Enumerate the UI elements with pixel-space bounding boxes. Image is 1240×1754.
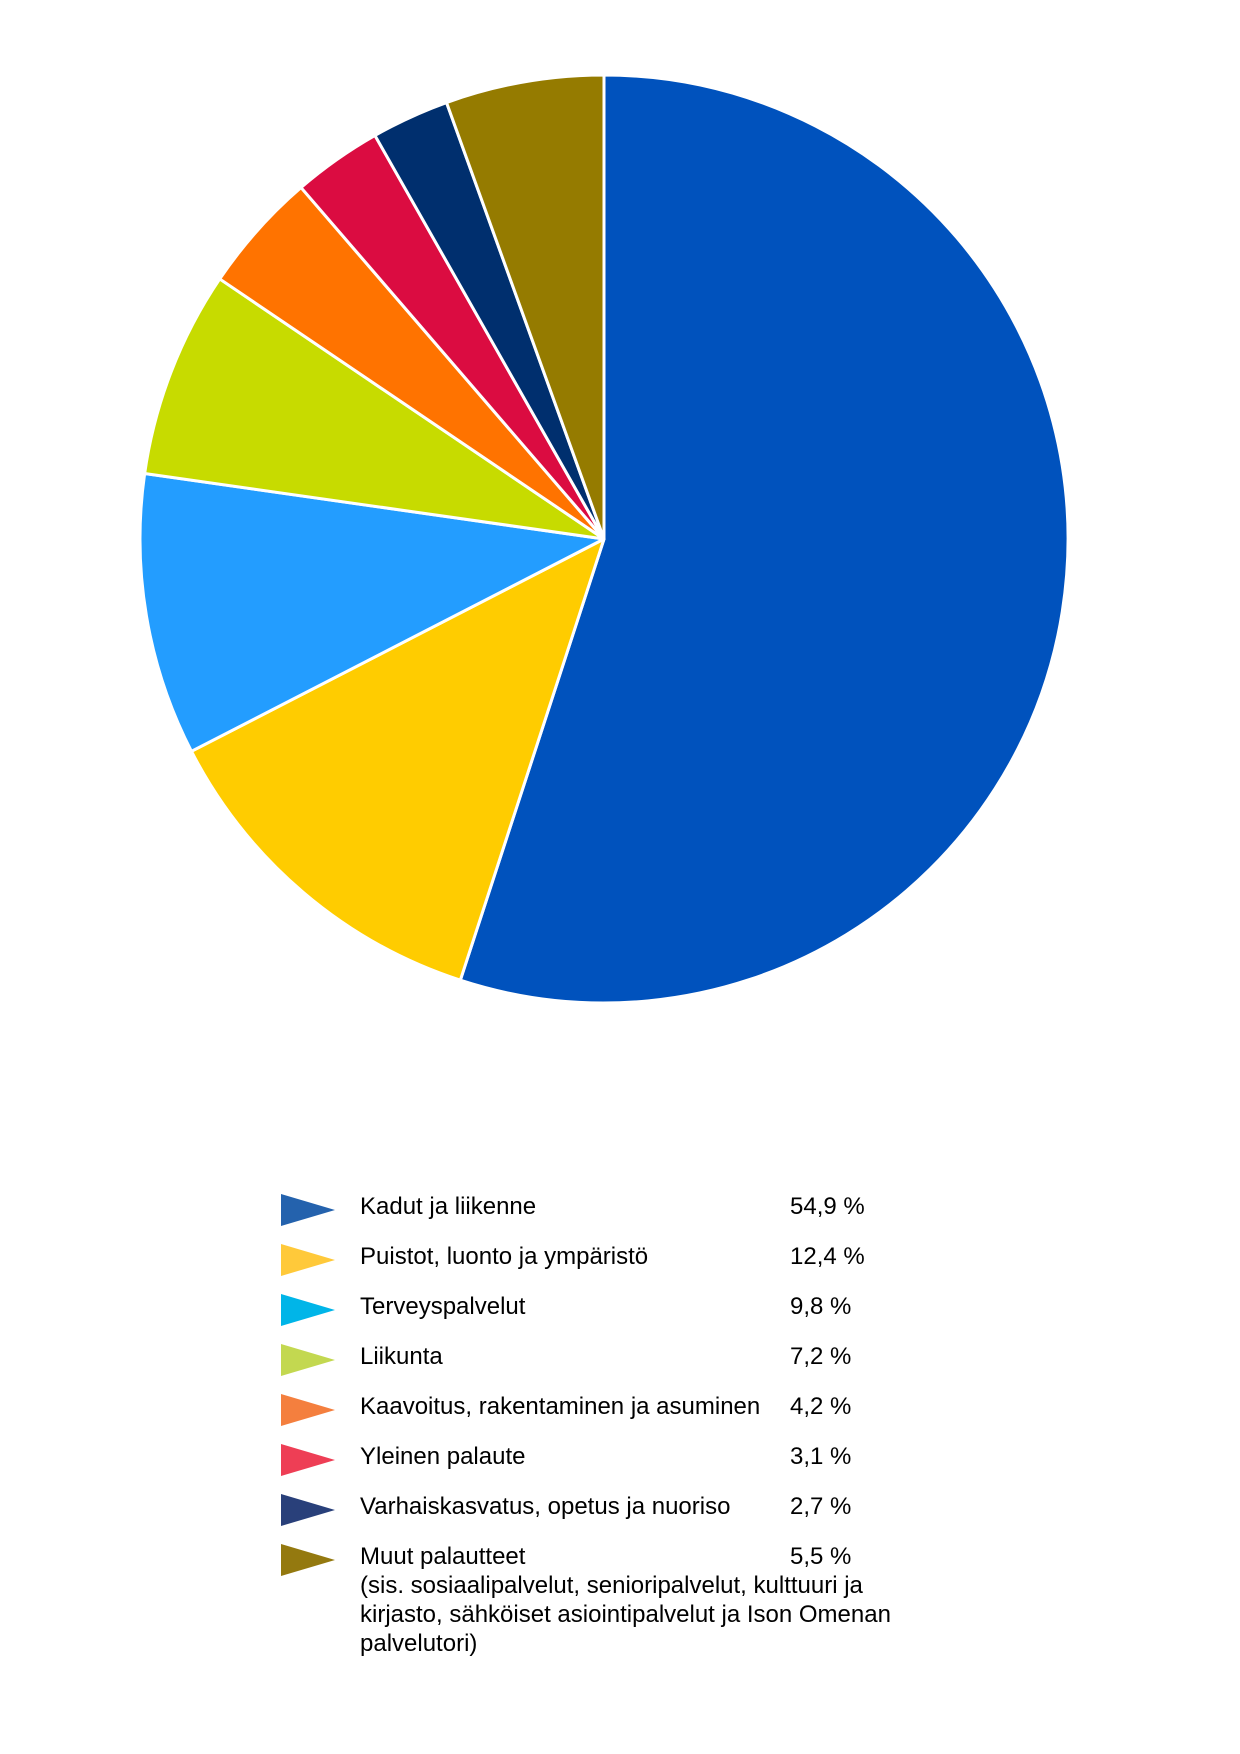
legend-marker <box>281 1544 335 1576</box>
legend-marker <box>281 1494 335 1526</box>
legend: Kadut ja liikenne 54,9 % Puistot, luonto… <box>280 1190 980 1657</box>
pie-slice-2 <box>189 537 606 982</box>
legend-label: Yleinen palaute <box>360 1443 526 1470</box>
legend-label: Kaavoitus, rakentaminen ja asuminen <box>360 1393 761 1420</box>
legend-value: 7,2 % <box>790 1343 852 1370</box>
legend-item-parks: Puistot, luonto ja ympäristö 12,4 % <box>280 1240 980 1290</box>
legend-item-education: Varhaiskasvatus, opetus ja nuoriso 2,7 % <box>280 1490 980 1540</box>
pie-slice-1 <box>458 73 1070 1005</box>
legend-label: Terveyspalvelut <box>360 1293 526 1320</box>
pie-chart <box>138 73 1070 1005</box>
legend-value: 4,2 % <box>790 1393 852 1420</box>
legend-marker <box>281 1294 335 1326</box>
legend-label: Liikunta <box>360 1343 443 1370</box>
legend-marker <box>281 1194 335 1226</box>
legend-marker <box>281 1394 335 1426</box>
pie-slice-3 <box>138 471 606 753</box>
legend-label: Puistot, luonto ja ympäristö <box>360 1243 649 1270</box>
pie-slice-8 <box>445 73 606 541</box>
pie-slice-4 <box>143 277 606 541</box>
legend-item-sports: Liikunta 7,2 % <box>280 1340 980 1390</box>
legend-value: 5,5 % <box>790 1543 852 1570</box>
legend-note: (sis. sosiaalipalvelut, senioripalvelut,… <box>360 1572 891 1657</box>
legend-value: 12,4 % <box>790 1243 865 1270</box>
legend-marker <box>281 1244 335 1276</box>
legend-marker <box>281 1344 335 1376</box>
legend-item-other: Muut palautteet 5,5 % (sis. sosiaalipalv… <box>280 1540 980 1657</box>
legend-value: 2,7 % <box>790 1493 852 1520</box>
legend-label: Varhaiskasvatus, opetus ja nuoriso <box>360 1493 731 1520</box>
legend-item-general: Yleinen palaute 3,1 % <box>280 1440 980 1490</box>
legend-item-health: Terveyspalvelut 9,8 % <box>280 1290 980 1340</box>
legend-label: Muut palautteet <box>360 1543 526 1570</box>
legend-label: Kadut ja liikenne <box>360 1193 537 1220</box>
legend-value: 3,1 % <box>790 1443 852 1470</box>
legend-value: 9,8 % <box>790 1293 852 1320</box>
legend-item-streets: Kadut ja liikenne 54,9 % <box>280 1190 980 1240</box>
legend-item-planning: Kaavoitus, rakentaminen ja asuminen 4,2 … <box>280 1390 980 1440</box>
legend-value: 54,9 % <box>790 1193 865 1220</box>
legend-marker <box>281 1444 335 1476</box>
